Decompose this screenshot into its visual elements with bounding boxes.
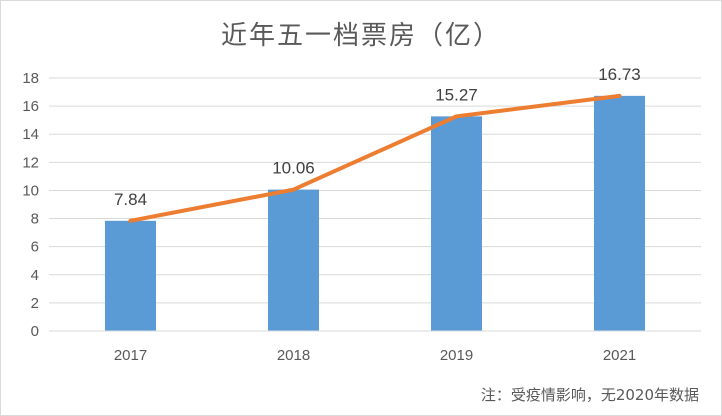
y-tick-label: 12 <box>22 154 39 171</box>
trend-line <box>128 93 622 223</box>
y-axis-ticks: 0 2 4 6 8 10 12 14 16 18 <box>22 70 39 340</box>
x-tick-label: 2021 <box>603 347 636 364</box>
y-tick-label: 0 <box>31 323 39 340</box>
y-tick-label: 10 <box>22 182 39 199</box>
trend-line-series <box>128 93 622 223</box>
data-label-2021: 16.73 <box>598 65 641 84</box>
x-tick-label: 2019 <box>440 347 473 364</box>
y-tick-label: 6 <box>31 239 39 256</box>
gridlines <box>49 77 701 304</box>
x-tick-label: 2018 <box>277 347 310 364</box>
data-label-2019: 15.27 <box>435 85 478 104</box>
y-tick-label: 14 <box>22 126 39 143</box>
chart-footnote: 注：受疫情影响，无2020年数据 <box>480 386 699 404</box>
bar-2018 <box>268 189 319 331</box>
x-tick-label: 2017 <box>114 347 147 364</box>
y-tick-label: 16 <box>22 98 39 115</box>
bars <box>105 95 645 331</box>
data-labels: 7.84 10.06 15.27 16.73 <box>114 65 641 209</box>
y-tick-label: 2 <box>31 295 39 312</box>
bar-2017 <box>105 220 156 331</box>
chart-title: 近年五一档票房（亿） <box>220 21 501 51</box>
y-tick-label: 8 <box>31 211 39 228</box>
bar-2019 <box>431 116 482 331</box>
data-label-2018: 10.06 <box>272 159 315 178</box>
data-label-2017: 7.84 <box>114 190 147 209</box>
y-tick-label: 18 <box>22 70 39 87</box>
x-axis-ticks: 2017 2018 2019 2021 <box>114 347 636 364</box>
bar-2021 <box>594 95 645 331</box>
y-tick-label: 4 <box>31 267 39 284</box>
